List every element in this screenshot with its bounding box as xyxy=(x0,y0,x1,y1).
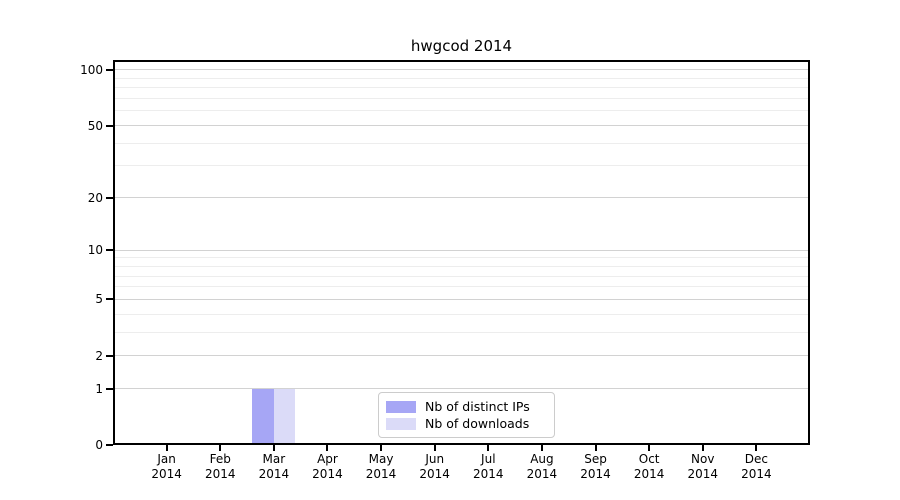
legend-swatch-downloads-icon xyxy=(386,417,416,430)
gridline-minor xyxy=(113,275,810,277)
gridline-minor xyxy=(113,165,810,167)
gridline-minor xyxy=(113,257,810,259)
x-axis-tick xyxy=(433,445,436,451)
x-tick-label: Jul 2014 xyxy=(461,452,515,482)
x-tick-month: Jul xyxy=(481,452,496,466)
x-tick-year: 2014 xyxy=(312,467,343,481)
gridline-major xyxy=(113,388,810,390)
gridline-minor xyxy=(113,77,810,79)
x-tick-month: Oct xyxy=(638,452,660,466)
y-axis-tick xyxy=(106,124,113,127)
x-tick-month: Nov xyxy=(691,452,715,466)
x-tick-month: Jun xyxy=(425,452,445,466)
x-axis-tick xyxy=(380,445,383,451)
x-tick-month: Dec xyxy=(744,452,768,466)
y-tick-label: 100 xyxy=(80,62,103,77)
y-axis-tick xyxy=(106,68,113,71)
y-tick-label: 0 xyxy=(95,438,103,452)
gridline-minor xyxy=(113,142,810,144)
y-tick-label: 1 xyxy=(95,381,103,396)
y-tick-label: 50 xyxy=(87,118,103,133)
gridline-minor xyxy=(113,313,810,315)
x-tick-year: 2014 xyxy=(633,467,665,481)
legend-item-downloads: Nb of downloads xyxy=(386,415,544,432)
x-tick-month: Apr xyxy=(317,452,338,466)
y-axis-tick xyxy=(106,354,113,357)
x-axis-tick xyxy=(540,445,543,451)
y-tick-label: 20 xyxy=(87,190,103,205)
gridline-major xyxy=(113,355,810,357)
y-tick-label: 2 xyxy=(95,348,103,363)
x-tick-year: 2014 xyxy=(526,467,558,481)
gridline-minor xyxy=(113,265,810,267)
bar-distinct-ips xyxy=(252,388,274,445)
x-axis-tick xyxy=(272,445,275,451)
gridline-major xyxy=(113,69,810,71)
x-axis-tick xyxy=(701,445,704,451)
x-tick-label: Mar 2014 xyxy=(247,452,301,482)
x-axis-tick xyxy=(648,445,651,451)
x-axis-tick xyxy=(326,445,329,451)
x-tick-month: Jan xyxy=(157,452,176,466)
x-tick-label: May 2014 xyxy=(354,452,408,482)
x-tick-year: 2014 xyxy=(151,467,182,481)
x-tick-year: 2014 xyxy=(580,467,611,481)
legend-label-downloads: Nb of downloads xyxy=(425,416,530,431)
x-tick-label: Dec 2014 xyxy=(729,452,783,482)
y-axis-tick xyxy=(106,298,113,301)
bar-downloads xyxy=(273,388,296,445)
gridline-major xyxy=(113,298,810,300)
x-tick-label: Jan 2014 xyxy=(140,452,194,482)
x-tick-label: Oct 2014 xyxy=(622,452,676,482)
gridline-minor xyxy=(113,331,810,333)
gridline-major xyxy=(113,249,810,251)
legend-item-distinct-ips: Nb of distinct IPs xyxy=(386,398,544,415)
gridline-major xyxy=(113,125,810,126)
y-tick-label: 10 xyxy=(87,243,103,258)
gridline-minor xyxy=(113,286,810,288)
x-tick-label: Feb 2014 xyxy=(193,452,247,482)
x-tick-year: 2014 xyxy=(365,467,397,481)
gridline-minor xyxy=(113,98,810,100)
x-tick-year: 2014 xyxy=(258,467,290,481)
y-axis-tick xyxy=(106,249,113,252)
x-axis-tick xyxy=(594,445,597,451)
x-tick-year: 2014 xyxy=(204,467,236,481)
x-tick-month: Sep xyxy=(584,452,607,466)
x-tick-label: Aug 2014 xyxy=(515,452,569,482)
chart-title: hwgcod 2014 xyxy=(410,37,513,55)
legend-swatch-distinct-ips-icon xyxy=(386,400,416,413)
y-axis-tick xyxy=(106,196,113,199)
x-axis-tick xyxy=(219,445,222,451)
x-tick-month: May xyxy=(368,452,394,466)
x-tick-month: Mar xyxy=(262,452,286,466)
x-tick-year: 2014 xyxy=(687,467,719,481)
x-tick-month: Feb xyxy=(209,452,231,466)
gridline-minor xyxy=(113,110,810,112)
x-tick-label: Sep 2014 xyxy=(569,452,623,482)
y-axis-tick xyxy=(106,387,113,390)
y-axis-tick xyxy=(106,444,113,446)
x-tick-label: Apr 2014 xyxy=(300,452,354,482)
x-axis-tick xyxy=(165,445,168,451)
x-tick-label: Nov 2014 xyxy=(676,452,730,482)
legend: Nb of distinct IPs Nb of downloads xyxy=(378,392,555,438)
x-axis-tick xyxy=(487,445,490,451)
x-tick-month: Aug xyxy=(530,452,554,466)
plot-area xyxy=(113,60,810,445)
x-axis-tick xyxy=(755,445,758,451)
x-tick-label: Jun 2014 xyxy=(408,452,462,482)
gridline-major xyxy=(113,197,810,199)
gridline-minor xyxy=(113,87,810,89)
x-tick-year: 2014 xyxy=(741,467,772,481)
y-tick-label: 5 xyxy=(95,292,103,307)
legend-label-distinct-ips: Nb of distinct IPs xyxy=(425,399,530,414)
x-tick-year: 2014 xyxy=(473,467,504,481)
x-tick-year: 2014 xyxy=(419,467,450,481)
